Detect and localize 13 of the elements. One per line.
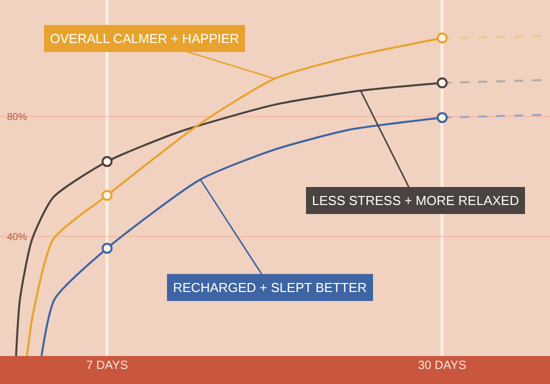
point xyxy=(436,112,448,124)
annotation: LESS STRESS + MORE RELAXED xyxy=(312,193,519,208)
point xyxy=(102,190,113,201)
point xyxy=(436,32,448,44)
x-tick-label: 30 DAYS xyxy=(418,358,466,372)
y-tick-label: 40% xyxy=(7,232,28,243)
point xyxy=(102,242,113,254)
annotation: OVERALL CALMER + HAPPIER xyxy=(50,31,240,46)
annotation: RECHARGED + SLEPT BETTER xyxy=(173,280,367,295)
point xyxy=(436,77,448,88)
y-tick-label: 80% xyxy=(7,112,28,124)
x-tick-label: 7 DAYS xyxy=(86,358,128,372)
point xyxy=(102,156,113,168)
